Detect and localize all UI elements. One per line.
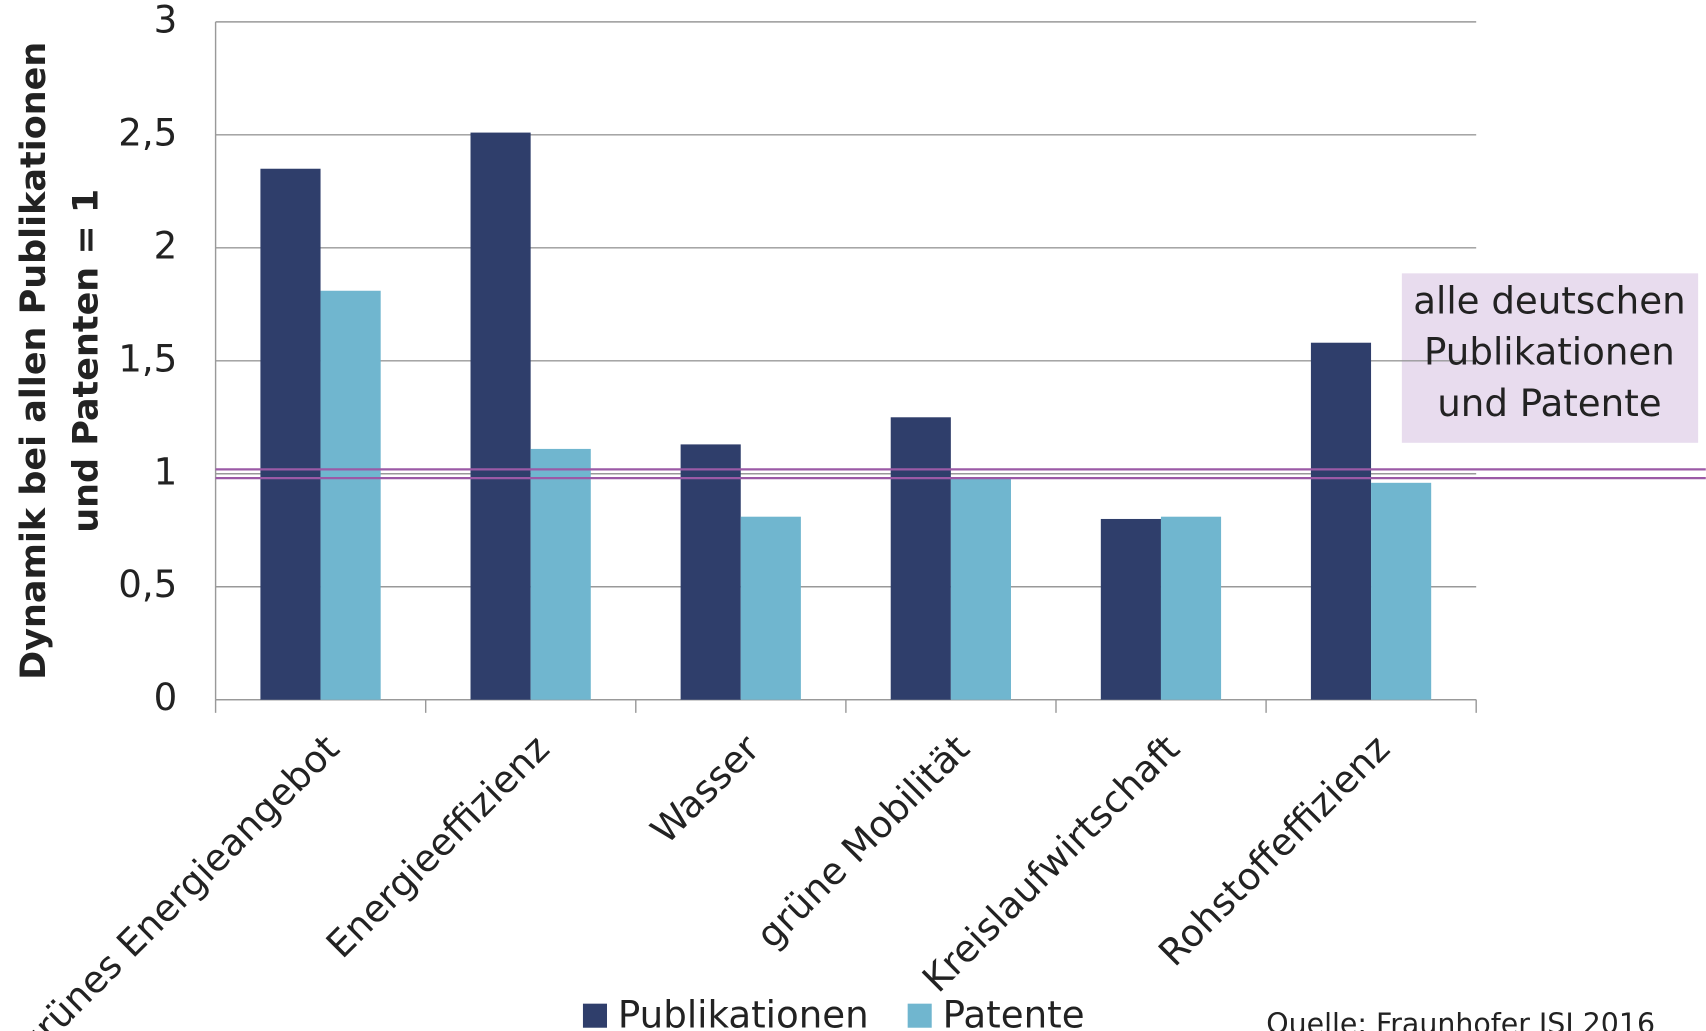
x-tick-label: Energieeffizienz xyxy=(317,726,557,966)
bar xyxy=(680,444,741,700)
y-tick-label: 3 xyxy=(154,0,178,41)
x-tick-label: grünes Energieangebot xyxy=(9,726,348,1031)
y-axis-label: Dynamik bei allen Publikationen xyxy=(14,42,54,680)
bar xyxy=(1100,518,1161,700)
bar xyxy=(260,168,321,700)
legend-swatch xyxy=(907,1003,932,1028)
x-tick-label: Rohstoffeffizienz xyxy=(1150,726,1398,974)
y-tick-label: 2 xyxy=(154,223,178,267)
y-tick-label: 1 xyxy=(154,449,178,493)
x-tick-label: grüne Mobilität xyxy=(747,726,977,956)
y-tick-label: 0 xyxy=(154,675,178,719)
annotation-box xyxy=(1401,273,1699,443)
bar xyxy=(320,290,381,700)
bar xyxy=(530,448,591,700)
legend-swatch xyxy=(582,1003,608,1028)
annotation-text: Publikationen xyxy=(1424,330,1675,374)
legend-label: Publikationen xyxy=(618,992,869,1031)
bar xyxy=(1371,482,1432,700)
source: Quelle: Fraunhofer ISI 2016 xyxy=(1266,1008,1655,1031)
annotation-text: alle deutschen xyxy=(1413,278,1685,322)
bar xyxy=(1310,342,1372,700)
legend-label: Patente xyxy=(943,992,1085,1031)
x-tick-label: Wasser xyxy=(642,726,768,852)
bar xyxy=(740,516,801,700)
annotation-text: und Patente xyxy=(1437,381,1661,425)
bar xyxy=(890,417,951,700)
y-tick-label: 2,5 xyxy=(118,110,177,154)
bar xyxy=(950,478,1011,700)
bar xyxy=(1160,516,1222,700)
bar xyxy=(470,132,531,700)
y-tick-label: 0,5 xyxy=(118,562,177,606)
y-axis-label: und Patenten = 1 xyxy=(67,189,107,533)
y-tick-label: 1,5 xyxy=(118,336,177,380)
